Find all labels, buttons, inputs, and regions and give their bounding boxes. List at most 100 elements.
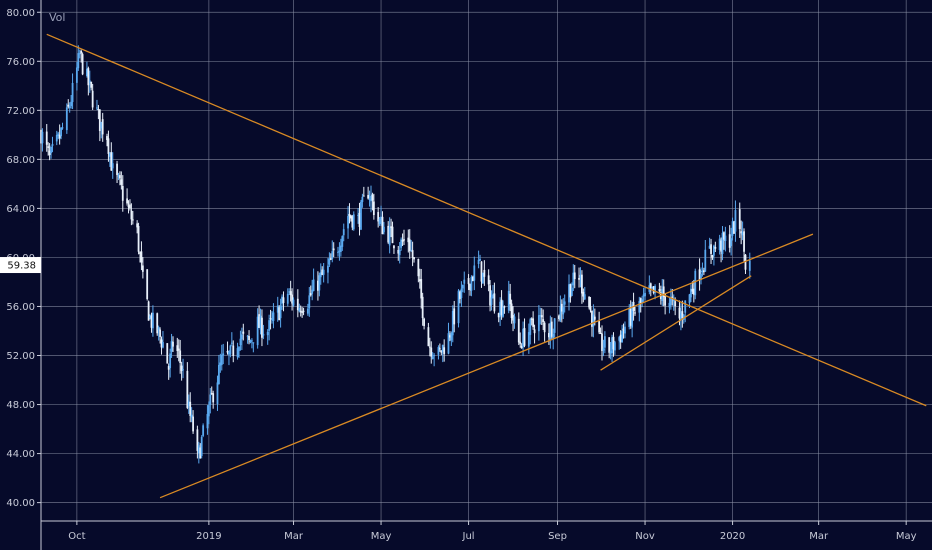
candle-body [319, 272, 322, 278]
candle-body [220, 354, 223, 365]
candle-body [51, 143, 54, 146]
candle-body [503, 306, 506, 308]
candle-body [628, 308, 631, 328]
candle-body [119, 175, 121, 179]
candle-body [377, 212, 380, 222]
candle-body [199, 447, 202, 459]
candle-body [552, 333, 555, 339]
candle-body [651, 286, 654, 288]
candle-body [228, 351, 230, 355]
candle-body [196, 429, 199, 451]
trendline-short-support[interactable] [600, 275, 752, 371]
candle-body [748, 260, 751, 271]
candle-body [611, 337, 613, 354]
candle-body [662, 286, 665, 297]
candle-body [639, 298, 642, 304]
candle-body [437, 346, 440, 355]
candle-body [286, 293, 289, 304]
candle-body [357, 214, 359, 216]
candle-body [216, 382, 219, 405]
candle-body [318, 275, 321, 291]
candle-body [449, 335, 451, 338]
candle-body [562, 307, 565, 315]
candle-body [470, 276, 473, 291]
candle-body [337, 251, 339, 253]
candle-body [41, 131, 44, 144]
y-tick-label: 44.00 [6, 449, 35, 460]
x-tick-label: Oct [68, 531, 85, 542]
candle-body [206, 414, 209, 429]
candle-body [110, 152, 113, 171]
candle-body [272, 312, 275, 321]
candle-body [408, 239, 411, 251]
candle-body [146, 269, 149, 300]
candle-body [299, 310, 302, 313]
last-price-box [0, 257, 41, 274]
candle-body [624, 326, 626, 334]
candle-body [322, 269, 325, 275]
candle-body [560, 303, 563, 312]
candle-body [140, 251, 143, 263]
candle-body [200, 437, 203, 457]
candle-body [509, 293, 512, 305]
candle-body [447, 333, 450, 354]
candle-body [246, 335, 249, 337]
candle-body [467, 278, 470, 285]
candle-body [271, 318, 273, 320]
candle-body [713, 245, 715, 256]
candle-body [469, 283, 471, 291]
candle-body [460, 288, 463, 299]
candle-body [249, 340, 252, 343]
candle-body [658, 289, 661, 292]
trendline-lower[interactable] [159, 233, 814, 499]
candle-body [210, 393, 213, 395]
candle-body [262, 333, 265, 336]
candle-body [593, 316, 596, 320]
candle-body [558, 315, 560, 319]
candle-body [698, 269, 701, 280]
candle-body [517, 318, 520, 343]
candle-body [209, 394, 212, 405]
candle-body [582, 291, 585, 297]
candle-body [137, 226, 140, 252]
candle-body [207, 405, 210, 417]
candle-body [398, 249, 401, 256]
candle-body [380, 216, 382, 220]
candle-body [339, 245, 342, 252]
x-tick-label: May [896, 531, 917, 542]
candle-body [367, 195, 370, 199]
candle-body [602, 348, 605, 351]
candle-body [463, 279, 466, 284]
candle-body [292, 299, 295, 306]
candle-body [612, 336, 615, 350]
y-tick-label: 80.00 [6, 8, 35, 19]
candle-body [202, 425, 205, 436]
candle-body [338, 250, 341, 252]
y-tick-label: 48.00 [6, 400, 35, 411]
candle-body [281, 296, 283, 304]
candle-body [341, 236, 344, 247]
candle-body [543, 322, 546, 333]
candle-body [229, 345, 232, 355]
candle-body [741, 232, 744, 236]
candle-body [533, 329, 536, 334]
candle-body [743, 231, 745, 252]
candle-body [261, 317, 263, 338]
candle-body [139, 252, 141, 254]
candle-body [652, 286, 655, 293]
candle-body [179, 350, 182, 364]
candle-body [711, 255, 714, 258]
candle-body [664, 294, 667, 306]
candle-body [479, 258, 481, 261]
candle-body [641, 299, 644, 303]
candle-body [121, 185, 124, 201]
candle-body [618, 337, 621, 341]
candle-body [258, 314, 260, 328]
candle-body [362, 195, 365, 197]
candle-body [149, 316, 151, 318]
candle-body [166, 343, 169, 364]
x-tick-label: May [371, 531, 392, 542]
candle-body [410, 249, 413, 251]
trendline-upper[interactable] [46, 33, 927, 407]
